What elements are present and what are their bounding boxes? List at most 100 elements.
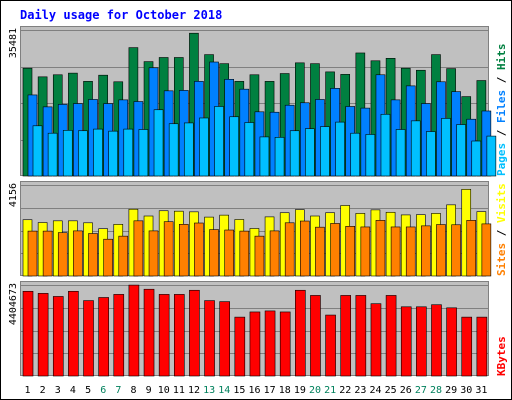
bar-kbytes-day-28 <box>431 304 442 377</box>
bar-sites-day-15 <box>239 230 250 277</box>
bar-sites-day-31 <box>481 223 492 277</box>
x-axis-tick-label-day-3: 3 <box>55 385 61 396</box>
x-axis-tick-label-day-31: 31 <box>475 385 487 396</box>
bar-kbytes-day-3 <box>52 296 64 377</box>
bar-sites-day-2 <box>42 230 53 277</box>
x-axis-tick-label-day-26: 26 <box>400 385 412 396</box>
bar-pages-day-24 <box>380 113 391 177</box>
bar-kbytes-day-13 <box>204 300 215 377</box>
y-axis-tick-label: 35481 <box>8 28 19 58</box>
bar-kbytes-day-17 <box>264 310 276 377</box>
x-axis-tick-label-day-4: 4 <box>70 385 76 396</box>
bar-sites-day-24 <box>375 220 386 277</box>
x-axis-tick-label-day-10: 10 <box>158 385 170 396</box>
bar-pages-day-11 <box>183 122 194 177</box>
bar-kbytes-day-4 <box>68 290 79 377</box>
x-axis-tick-label-day-27: 27 <box>415 385 427 396</box>
legend-pages: Pages <box>495 143 508 176</box>
bar-kbytes-day-9 <box>143 288 155 377</box>
bar-pages-day-22 <box>350 132 361 177</box>
bar-kbytes-day-6 <box>98 297 109 377</box>
bar-pages-day-20 <box>320 126 330 177</box>
bar-kbytes-day-14 <box>219 301 230 377</box>
x-axis-tick-label-day-18: 18 <box>279 385 291 396</box>
x-axis-tick-label-day-29: 29 <box>445 385 457 396</box>
bar-kbytes-day-19 <box>295 289 306 377</box>
x-axis-tick-label-day-9: 9 <box>146 385 152 396</box>
bar-sites-day-21 <box>330 223 340 277</box>
legend-separator: / <box>495 70 508 90</box>
legend-sites: Sites <box>495 243 508 276</box>
bar-pages-day-29 <box>456 124 466 177</box>
bar-kbytes-day-24 <box>370 303 382 377</box>
bar-sites-day-22 <box>345 226 356 277</box>
bar-sites-day-9 <box>148 230 159 277</box>
legend-separator: / <box>495 123 508 143</box>
x-axis-tick-label-day-7: 7 <box>115 385 121 396</box>
bar-sites-day-20 <box>315 226 325 277</box>
bar-pages-day-9 <box>153 109 164 177</box>
x-axis-tick-label-day-20: 20 <box>309 385 321 396</box>
bar-pages-day-17 <box>274 137 285 177</box>
bar-kbytes-day-1 <box>22 290 34 377</box>
bar-pages-day-5 <box>93 128 103 177</box>
chart-title: Daily usage for October 2018 <box>20 8 222 22</box>
bar-pages-day-23 <box>365 134 376 177</box>
x-axis-tick-label-day-28: 28 <box>430 385 442 396</box>
bar-sites-day-18 <box>284 222 295 277</box>
x-axis-tick-label-day-6: 6 <box>100 385 106 396</box>
bar-sites-day-23 <box>360 226 371 277</box>
y-axis-tick-label: 4156 <box>8 183 19 207</box>
bar-pages-day-28 <box>441 118 451 177</box>
bar-sites-day-7 <box>118 235 129 277</box>
bar-sites-day-14 <box>224 229 234 277</box>
bar-sites-day-12 <box>194 222 204 277</box>
x-axis-tick-label-day-13: 13 <box>203 385 215 396</box>
bar-kbytes-day-21 <box>325 314 336 377</box>
x-axis-tick-label-day-22: 22 <box>339 385 351 396</box>
bar-pages-day-13 <box>214 106 224 177</box>
x-axis-tick-label-day-17: 17 <box>264 385 276 396</box>
legend-label: Sites / Visits <box>495 183 508 276</box>
legend-files: Files <box>495 90 508 123</box>
bar-sites-day-19 <box>300 220 310 277</box>
legend-kbytes: KBytes <box>495 336 508 376</box>
bar-sites-day-3 <box>57 232 68 277</box>
legend-label: KBytes <box>495 336 508 376</box>
bar-sites-day-10 <box>163 221 174 277</box>
bar-pages-day-18 <box>289 130 300 177</box>
bar-kbytes-day-20 <box>310 295 321 377</box>
bar-sites-day-1 <box>27 230 38 277</box>
bar-sites-day-13 <box>209 229 219 277</box>
bar-pages-day-10 <box>168 123 179 177</box>
bar-kbytes-day-30 <box>461 316 473 377</box>
y-axis-tick-label: 4404673 <box>8 283 19 325</box>
bar-sites-day-17 <box>269 230 280 277</box>
bar-kbytes-day-8 <box>128 284 140 377</box>
bar-sites-day-27 <box>421 225 431 277</box>
legend-visits: Visits <box>495 183 508 223</box>
bar-kbytes-day-7 <box>113 294 125 377</box>
bar-kbytes-day-23 <box>355 295 367 377</box>
x-axis-tick-label-day-24: 24 <box>370 385 382 396</box>
x-axis-tick-label-day-15: 15 <box>233 385 245 396</box>
bar-pages-day-14 <box>229 116 239 177</box>
bar-pages-day-19 <box>305 128 315 177</box>
bar-kbytes-day-12 <box>189 289 200 377</box>
bar-kbytes-day-15 <box>234 316 246 377</box>
bar-sites-day-26 <box>405 226 416 277</box>
bar-kbytes-day-2 <box>37 293 49 377</box>
x-axis-tick-label-day-14: 14 <box>218 385 230 396</box>
legend-label: Pages / Files / Hits <box>495 44 508 177</box>
x-axis-tick-label-day-2: 2 <box>40 385 46 396</box>
bar-pages-day-27 <box>426 131 436 177</box>
bar-pages-day-4 <box>78 130 88 177</box>
bar-pages-day-30 <box>471 140 482 177</box>
bar-kbytes-day-5 <box>83 300 94 377</box>
legend-hits: Hits <box>495 44 508 71</box>
bar-kbytes-day-16 <box>249 311 261 377</box>
x-axis-tick-label-day-5: 5 <box>85 385 91 396</box>
bar-pages-day-16 <box>259 136 270 177</box>
chart-panel-1: 35481 Pages / Files / Hits <box>8 26 508 177</box>
